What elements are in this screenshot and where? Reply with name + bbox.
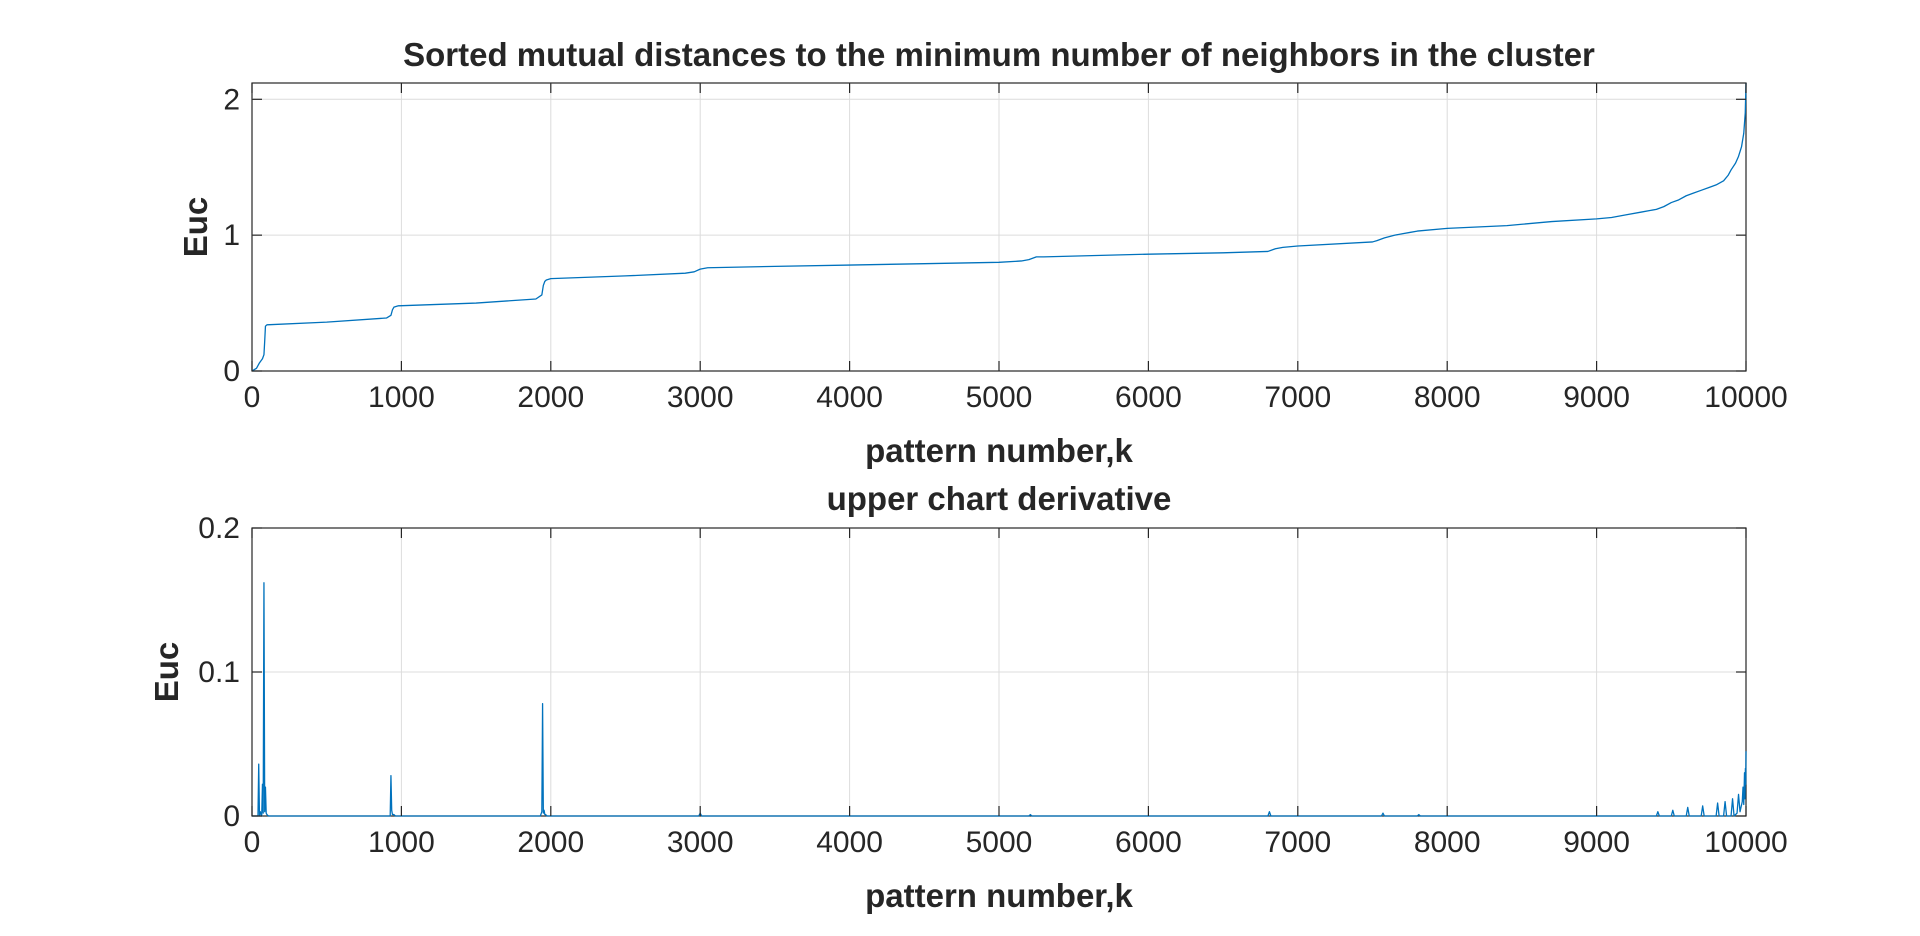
bottom-x-tick-label: 1000 (368, 826, 435, 859)
top-x-axis-label: pattern number,k (865, 432, 1133, 469)
top-x-tick-label: 7000 (1264, 381, 1331, 414)
top-chart-title: Sorted mutual distances to the minimum n… (403, 36, 1595, 73)
bottom-x-tick-label: 5000 (966, 826, 1033, 859)
bottom-x-tick-label: 9000 (1563, 826, 1630, 859)
top-x-tick-label: 5000 (966, 381, 1033, 414)
top-series-line (251, 82, 1747, 372)
top-x-tick-label: 0 (244, 381, 261, 414)
bottom-x-axis-label: pattern number,k (865, 877, 1133, 914)
top-x-tick-label: 1000 (368, 381, 435, 414)
bottom-x-tick-label: 3000 (667, 826, 734, 859)
bottom-y-tick-label: 0.1 (198, 656, 240, 689)
bottom-grid (252, 528, 1746, 816)
bottom-y-tick-label: 0 (223, 800, 240, 833)
bottom-ticks: 0 1000 2000 3000 4000 5000 6000 7000 8000 9000 100… (198, 512, 1787, 859)
top-subplot: 0 1000 2000 3000 4000 5000 6000 7000 8000 9000 100… (177, 36, 1788, 469)
bottom-x-tick-label: 10000 (1704, 826, 1787, 859)
top-y-tick-label: 2 (223, 83, 240, 116)
top-x-tick-label: 4000 (816, 381, 883, 414)
bottom-x-tick-label: 4000 (816, 826, 883, 859)
bottom-chart-title: upper chart derivative (827, 480, 1172, 517)
bottom-subplot: 0 1000 2000 3000 4000 5000 6000 7000 8000 9000 100… (148, 480, 1788, 914)
top-grid (252, 83, 1746, 371)
bottom-x-tick-label: 0 (244, 826, 261, 859)
bottom-x-tick-label: 2000 (517, 826, 584, 859)
bottom-series-line (252, 582, 1747, 817)
top-y-tick-label: 0 (223, 355, 240, 388)
bottom-x-tick-label: 6000 (1115, 826, 1182, 859)
bottom-y-tick-label: 0.2 (198, 512, 240, 545)
bottom-x-tick-label: 8000 (1414, 826, 1481, 859)
top-x-tick-label: 10000 (1704, 381, 1787, 414)
bottom-y-axis-label: Euc (148, 642, 185, 703)
top-x-tick-label: 2000 (517, 381, 584, 414)
top-y-tick-label: 1 (223, 219, 240, 252)
top-x-tick-label: 6000 (1115, 381, 1182, 414)
top-x-tick-label: 8000 (1414, 381, 1481, 414)
top-x-tick-label: 3000 (667, 381, 734, 414)
top-y-axis-label: Euc (177, 197, 214, 258)
bottom-x-tick-label: 7000 (1264, 826, 1331, 859)
top-ticks: 0 1000 2000 3000 4000 5000 6000 7000 8000 9000 100… (223, 83, 1788, 414)
top-x-tick-label: 9000 (1563, 381, 1630, 414)
